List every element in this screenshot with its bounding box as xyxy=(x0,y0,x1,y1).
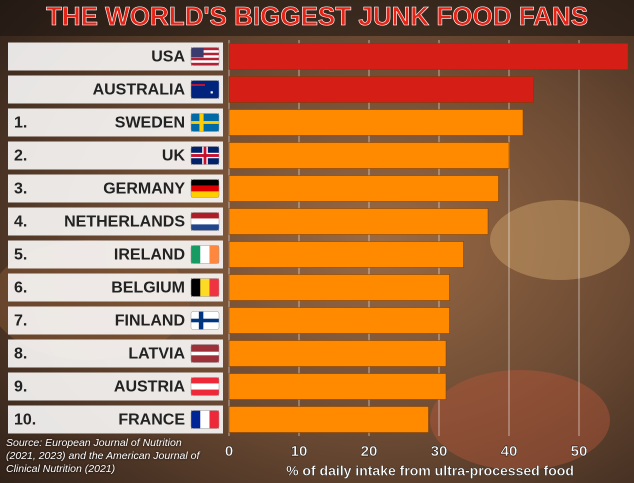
food-decoration xyxy=(430,370,610,470)
label-box xyxy=(8,405,223,434)
flag-part xyxy=(191,80,219,99)
label-box xyxy=(8,174,223,203)
flag-border xyxy=(190,179,220,198)
bar xyxy=(228,340,447,367)
bar xyxy=(228,241,464,268)
flag-part xyxy=(209,410,219,429)
flag-border xyxy=(190,344,220,363)
flag-part xyxy=(191,154,219,157)
flag-part xyxy=(191,245,201,264)
flag-part xyxy=(191,318,219,323)
flag-part xyxy=(191,278,201,297)
category-label: USA xyxy=(151,49,185,66)
label-box xyxy=(8,141,223,170)
flag-border xyxy=(190,278,220,297)
flag-border xyxy=(190,47,220,66)
rank-label: 8. xyxy=(14,346,27,363)
flag-part xyxy=(209,278,219,297)
x-axis-label: % of daily intake from ultra-processed f… xyxy=(286,463,574,479)
category-label: AUSTRIA xyxy=(114,379,186,396)
x-tick-label: 40 xyxy=(501,443,518,460)
category-label: IRELAND xyxy=(114,247,185,264)
bar xyxy=(228,373,447,400)
bar xyxy=(228,109,524,136)
flag-border xyxy=(190,212,220,231)
label-box xyxy=(8,75,223,104)
rank-label: 2. xyxy=(14,148,27,165)
x-tick-label: 0 xyxy=(225,443,233,460)
source-note: Source: European Journal of Nutrition (2… xyxy=(6,437,200,475)
rank-label: 9. xyxy=(14,379,27,396)
flag-border xyxy=(190,410,220,429)
category-label: BELGIUM xyxy=(111,280,185,297)
x-tick-label: 10 xyxy=(291,443,308,460)
category-label: GERMANY xyxy=(103,181,185,198)
flag-border xyxy=(190,377,220,396)
label-box xyxy=(8,42,223,71)
bar xyxy=(228,76,534,103)
label-box xyxy=(8,108,223,137)
category-label: LATVIA xyxy=(128,346,185,363)
title-band xyxy=(0,0,634,36)
x-tick-label: 30 xyxy=(431,443,448,460)
flag-border xyxy=(190,113,220,132)
bar xyxy=(228,208,489,235)
category-label: UK xyxy=(162,148,186,165)
flag-part xyxy=(191,212,219,219)
flag-part xyxy=(191,410,201,429)
bar xyxy=(228,175,499,202)
flag-border xyxy=(190,245,220,264)
flag-part xyxy=(191,383,219,390)
x-tick-label: 50 xyxy=(571,443,588,460)
label-box xyxy=(8,372,223,401)
rank-label: 6. xyxy=(14,280,27,297)
flag-part xyxy=(191,50,219,53)
category-label: FINLAND xyxy=(115,313,185,330)
label-box xyxy=(8,207,223,236)
bar xyxy=(228,406,429,433)
flag-border xyxy=(190,311,220,330)
rank-label: 10. xyxy=(14,412,36,429)
flag-part xyxy=(200,410,210,429)
flag-part xyxy=(191,179,219,186)
bar xyxy=(228,307,450,334)
x-tick-label: 20 xyxy=(361,443,378,460)
category-label: NETHERLANDS xyxy=(64,214,185,231)
flag-part xyxy=(191,84,205,86)
flag-part xyxy=(191,60,219,63)
flag-part xyxy=(200,278,210,297)
rank-label: 7. xyxy=(14,313,27,330)
flag-part xyxy=(191,218,219,225)
rank-label: 4. xyxy=(14,214,27,231)
label-box xyxy=(8,240,223,269)
rank-label: 5. xyxy=(14,247,27,264)
flag-part xyxy=(200,245,210,264)
bar xyxy=(228,274,450,301)
flag-part xyxy=(191,351,219,356)
flag-part xyxy=(191,47,204,58)
food-decoration xyxy=(490,200,630,280)
flag-part xyxy=(191,191,219,198)
flag-part xyxy=(191,55,219,58)
flag-border xyxy=(190,146,220,165)
bar xyxy=(228,43,629,70)
flag-part xyxy=(191,224,219,231)
label-box xyxy=(8,306,223,335)
flag-part xyxy=(191,121,219,124)
chart-title: THE WORLD'S BIGGEST JUNK FOOD FANS xyxy=(46,1,588,31)
bar xyxy=(228,142,510,169)
rank-label: 1. xyxy=(14,115,27,132)
label-box xyxy=(8,339,223,368)
flag-border xyxy=(190,80,220,99)
label-box xyxy=(8,273,223,302)
flag-part xyxy=(210,91,213,94)
category-label: SWEDEN xyxy=(115,115,185,132)
flag-part xyxy=(209,245,219,264)
category-label: AUSTRALIA xyxy=(93,82,186,99)
rank-label: 3. xyxy=(14,181,27,198)
flag-part xyxy=(191,185,219,192)
category-label: FRANCE xyxy=(118,412,185,429)
